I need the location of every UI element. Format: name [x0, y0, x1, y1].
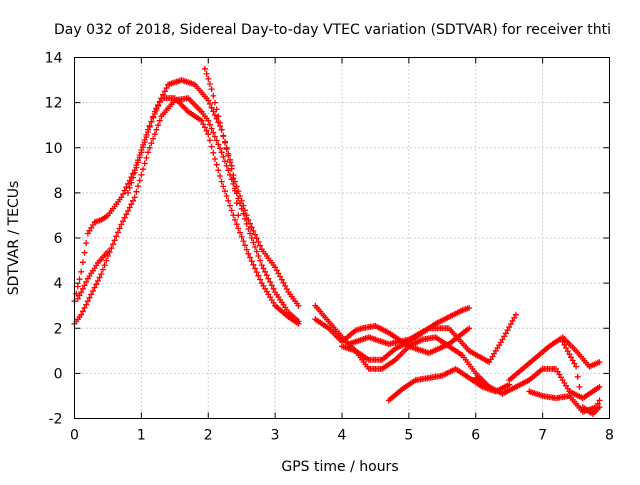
x-tick-label: 0 — [70, 428, 79, 444]
chart-title: Day 032 of 2018, Sidereal Day-to-day VTE… — [54, 22, 611, 38]
y-tick-label: 8 — [54, 186, 63, 202]
series-track-9 — [345, 311, 519, 366]
y-tick-label: 10 — [45, 141, 63, 157]
y-tick-label: 2 — [54, 321, 63, 337]
series-track-12 — [506, 334, 603, 384]
x-tick-label: 2 — [204, 428, 213, 444]
x-axis-label: GPS time / hours — [281, 459, 398, 475]
x-tick-label: 7 — [538, 428, 547, 444]
series-points — [201, 65, 242, 219]
series-points — [74, 248, 111, 302]
y-tick-label: 4 — [54, 276, 63, 292]
series-track-3 — [74, 248, 111, 302]
series-points — [385, 365, 513, 404]
data-series — [71, 65, 603, 417]
series-track-10 — [385, 365, 513, 404]
series-points — [472, 365, 603, 402]
series-track-14 — [559, 338, 603, 417]
axis-ticks — [74, 57, 610, 419]
x-tick-label: 8 — [605, 428, 614, 444]
series-points — [345, 311, 519, 366]
y-tick-label: -2 — [49, 412, 63, 428]
series-points — [339, 334, 499, 395]
x-tick-label: 6 — [471, 428, 480, 444]
series-track-8 — [339, 334, 499, 395]
series-points — [71, 95, 302, 327]
y-tick-label: 0 — [54, 366, 63, 382]
y-tick-label: 14 — [45, 51, 63, 67]
y-tick-label: 12 — [45, 96, 63, 112]
x-tick-label: 4 — [338, 428, 347, 444]
series-points — [559, 338, 603, 417]
series-track-5 — [201, 65, 242, 219]
x-tick-label: 5 — [404, 428, 413, 444]
x-tick-label: 1 — [137, 428, 146, 444]
grid — [74, 57, 610, 419]
x-tick-label: 3 — [271, 428, 280, 444]
series-track-1 — [71, 95, 302, 327]
y-tick-label: 6 — [54, 231, 63, 247]
y-axis-label: SDTVAR / TECUs — [6, 181, 22, 296]
series-track-11 — [472, 365, 603, 402]
series-points — [506, 334, 603, 384]
